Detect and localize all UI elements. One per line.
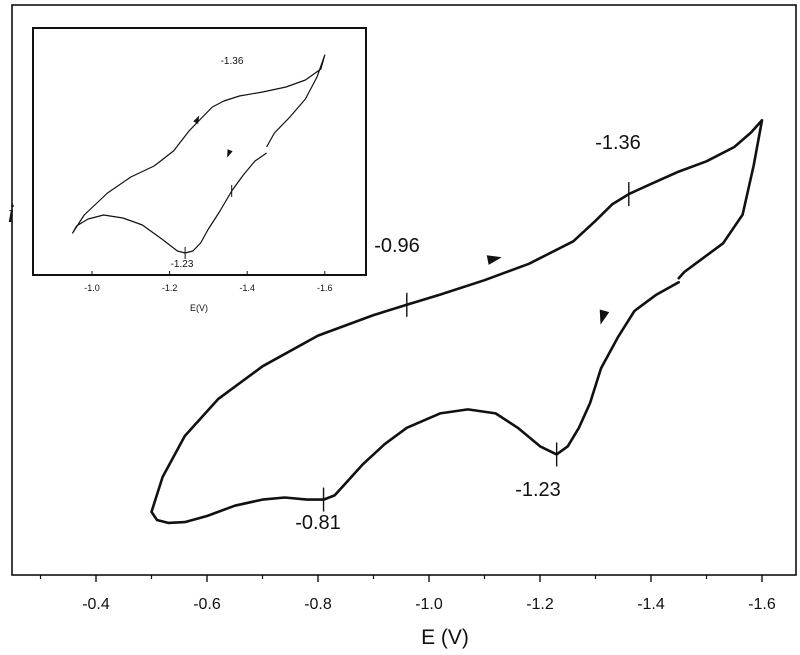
inset-plot: -1.0 -1.2 -1.4 -1.6 E(V) -1.36 -1.23	[32, 27, 367, 313]
main-plot-frame	[11, 4, 797, 576]
x-tick-label: -1.6	[748, 596, 776, 613]
inset-x-tick-label: -1.0	[84, 283, 100, 293]
x-tick-label: -1.4	[637, 596, 665, 613]
x-tick-label: -1.0	[415, 596, 443, 613]
peak-label-0.96: -0.96	[374, 235, 420, 257]
inset-x-axis-title: E(V)	[190, 303, 208, 313]
x-tick-label: -0.8	[304, 596, 332, 613]
peak-label-0.81: -0.81	[295, 512, 341, 534]
x-axis-title: E (V)	[421, 626, 469, 649]
peak-label-1.36: -1.36	[595, 132, 641, 154]
x-tick-label: -0.6	[193, 596, 221, 613]
inset-reverse-scan-arrow	[227, 149, 233, 158]
inset-x-axis-ticks: -1.0 -1.2 -1.4 -1.6	[84, 271, 333, 293]
x-tick-label: -0.4	[82, 596, 110, 613]
x-axis-ticks: -0.4 -0.6 -0.8 -1.0 -1.2 -1.4 -1.6	[39, 575, 776, 613]
inset-x-tick-label: -1.2	[162, 283, 178, 293]
voltammogram-curve	[150, 119, 764, 525]
main-plot: -0.4 -0.6 -0.8 -1.0 -1.2 -1.4 -1.6 E (V) -0.96 -1…	[11, 4, 797, 649]
y-axis-title: i	[7, 199, 14, 228]
inset-x-tick-label: -1.4	[239, 283, 255, 293]
inset-forward-scan-arrow	[193, 115, 200, 124]
x-tick-label: -1.2	[526, 596, 554, 613]
inset-peak-label-1.36: -1.36	[221, 56, 244, 67]
reverse-scan-arrow	[599, 309, 610, 325]
inset-peak-label-1.23: -1.23	[171, 259, 194, 270]
inset-frame	[32, 27, 367, 276]
forward-scan-arrow	[486, 255, 502, 265]
inset-x-tick-label: -1.6	[317, 283, 333, 293]
peak-label-1.23: -1.23	[515, 479, 561, 501]
inset-voltammogram-curve	[71, 54, 326, 254]
